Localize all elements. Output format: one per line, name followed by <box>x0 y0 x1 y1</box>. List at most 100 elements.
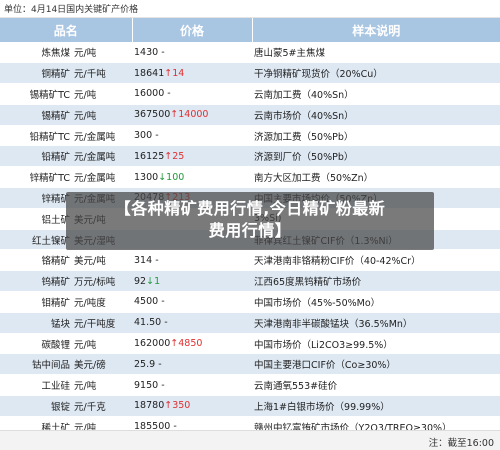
cell-price: 9150 - <box>132 374 253 397</box>
cell-unit: 元/千吨 <box>72 62 133 85</box>
arrow-up-icon: ↑ <box>164 400 173 412</box>
cell-sample-desc: 云南加工费（40%Sn） <box>252 83 500 105</box>
price-value: 1430 <box>134 46 159 58</box>
cell-sample-desc: 中国主要港口CIF价（Co≥30%） <box>252 353 500 376</box>
cell-name: 铜精矿 <box>0 62 72 85</box>
price-value: 16000 <box>134 88 165 100</box>
cell-unit: 元/金属吨 <box>72 125 133 147</box>
price-value: 367500 <box>134 109 171 121</box>
arrow-down-icon: ↓ <box>158 171 167 183</box>
price-change: - <box>155 254 159 266</box>
cell-unit: 元/吨 <box>72 374 133 397</box>
cell-unit: 万元/标吨 <box>72 270 133 293</box>
cell-name: 锡精矿TC <box>0 83 72 105</box>
cell-unit: 元/吨 <box>72 333 133 355</box>
footer-note: 注：截至16:00 <box>428 438 494 449</box>
cell-sample-desc: 济源到厂价（50%Pb） <box>252 145 500 168</box>
price-value: 41.50 <box>134 317 162 329</box>
price-change: - <box>161 296 165 308</box>
cell-unit: 元/金属吨 <box>72 145 133 168</box>
price-value: 18641 <box>134 67 165 79</box>
cell-price: 4500 - <box>132 291 253 313</box>
price-value: 9150 <box>134 379 159 391</box>
cell-price: 314 - <box>132 249 253 272</box>
price-change: - <box>167 88 171 100</box>
cell-price: 367500↑14000 <box>132 104 253 126</box>
cell-price: 92↓1 <box>132 270 253 293</box>
cell-unit: 元/吨度 <box>72 291 133 313</box>
price-value: 25.9 <box>134 358 156 370</box>
cell-unit: 美元/磅 <box>72 353 133 376</box>
table-row: 锌精矿TC 元/金属吨 1300↓100 南方大区加工费（50%Zn） <box>0 166 500 189</box>
cell-price: 16125↑25 <box>132 145 253 168</box>
table-row: 钴中间品 美元/磅 25.9 - 中国主要港口CIF价（Co≥30%） <box>0 353 500 376</box>
arrow-up-icon: ↑ <box>170 109 179 121</box>
price-change: 4850 <box>178 338 203 350</box>
footer-bar: 注：截至16:00 <box>0 430 500 450</box>
cell-unit: 元/千克 <box>72 395 133 417</box>
column-header-name: 品名 <box>0 18 133 42</box>
cell-name: 锰块 <box>0 312 72 334</box>
arrow-up-icon: ↑ <box>164 150 173 162</box>
cell-name: 铅精矿 <box>0 145 72 168</box>
table-header-row: 品名 价格 样本说明 <box>0 18 500 42</box>
table-row: 碳酸锂 元/吨 162000↑4850 中国市场价（Li2CO3≥99.5%） <box>0 333 500 355</box>
price-change: - <box>155 130 159 142</box>
table-row: 银锭 元/千克 18780↑350 上海1#白银市场价（99.99%） <box>0 395 500 417</box>
cell-unit: 元/干吨度 <box>72 312 133 334</box>
price-value: 92 <box>134 275 147 287</box>
cell-name: 炼焦煤 <box>0 42 72 64</box>
table-row: 炼焦煤 元/吨 1430 - 唐山蒙5#主焦煤 <box>0 42 500 64</box>
cell-price: 25.9 - <box>132 353 253 376</box>
price-change: 1 <box>154 275 161 287</box>
price-change: 350 <box>172 400 191 412</box>
cell-name: 钨精矿 <box>0 270 72 293</box>
table-row: 钼精矿 元/吨度 4500 - 中国市场价（45%-50%Mo） <box>0 291 500 313</box>
cell-name: 锌精矿TC <box>0 166 72 189</box>
cell-sample-desc: 天津港南非半碳酸锰块（36.5%Mn） <box>252 312 500 334</box>
cell-name: 银锭 <box>0 395 72 417</box>
arrow-up-icon: ↑ <box>164 67 173 79</box>
cell-sample-desc: 云南市场价（40%Sn） <box>252 104 500 126</box>
top-bar: 单位：4月14日国内关键矿产价格 <box>0 0 500 18</box>
price-value: 18780 <box>134 400 165 412</box>
price-change: - <box>173 421 177 433</box>
cell-unit: 美元/吨 <box>72 249 133 272</box>
price-change: - <box>161 46 165 58</box>
cell-name: 钴中间品 <box>0 353 72 376</box>
table-row: 铅精矿TC 元/金属吨 300 - 济源加工费（50%Pb） <box>0 125 500 147</box>
arrow-up-icon: ↑ <box>170 338 179 350</box>
headline-overlay: 【各种精矿费用行情,今日精矿粉最新 费用行情】 <box>66 192 434 250</box>
cell-sample-desc: 南方大区加工费（50%Zn） <box>252 166 500 189</box>
cell-sample-desc: 天津港南非铬精粉CIF价（40-42%Cr） <box>252 249 500 272</box>
cell-price: 300 - <box>132 125 253 147</box>
headline-line-2: 费用行情】 <box>208 221 292 240</box>
table-row: 铬精矿 美元/吨 314 - 天津港南非铬精粉CIF价（40-42%Cr） <box>0 249 500 272</box>
cell-unit: 元/吨 <box>72 83 133 105</box>
cell-price: 41.50 - <box>132 312 253 334</box>
cell-sample-desc: 中国市场价（Li2CO3≥99.5%） <box>252 333 500 355</box>
cell-name: 铝土矿 <box>0 208 72 230</box>
table-row: 锡精矿TC 元/吨 16000 - 云南加工费（40%Sn） <box>0 83 500 105</box>
price-value: 1300 <box>134 171 159 183</box>
headline-line-1: 【各种精矿费用行情,今日精矿粉最新 <box>114 199 386 218</box>
cell-name: 工业硅 <box>0 374 72 397</box>
cell-sample-desc: 干净铜精矿现货价（20%Cu） <box>252 62 500 85</box>
price-value: 314 <box>134 254 153 266</box>
price-change: 25 <box>172 150 185 162</box>
price-value: 162000 <box>134 338 171 350</box>
cell-name: 钼精矿 <box>0 291 72 313</box>
price-change: 14 <box>172 67 185 79</box>
table-row: 锰块 元/干吨度 41.50 - 天津港南非半碳酸锰块（36.5%Mn） <box>0 312 500 334</box>
cell-sample-desc: 济源加工费（50%Pb） <box>252 125 500 147</box>
price-change: 100 <box>166 171 185 183</box>
cell-sample-desc: 云南通氧553#硅价 <box>252 374 500 397</box>
price-value: 16125 <box>134 150 165 162</box>
table-row: 钨精矿 万元/标吨 92↓1 江西65度黑钨精矿市场价 <box>0 270 500 293</box>
cell-price: 162000↑4850 <box>132 333 253 355</box>
cell-name: 碳酸锂 <box>0 333 72 355</box>
column-header-price: 价格 <box>132 18 253 42</box>
cell-sample-desc: 上海1#白银市场价（99.99%） <box>252 395 500 417</box>
price-change: - <box>158 358 162 370</box>
cell-price: 1430 - <box>132 42 253 64</box>
